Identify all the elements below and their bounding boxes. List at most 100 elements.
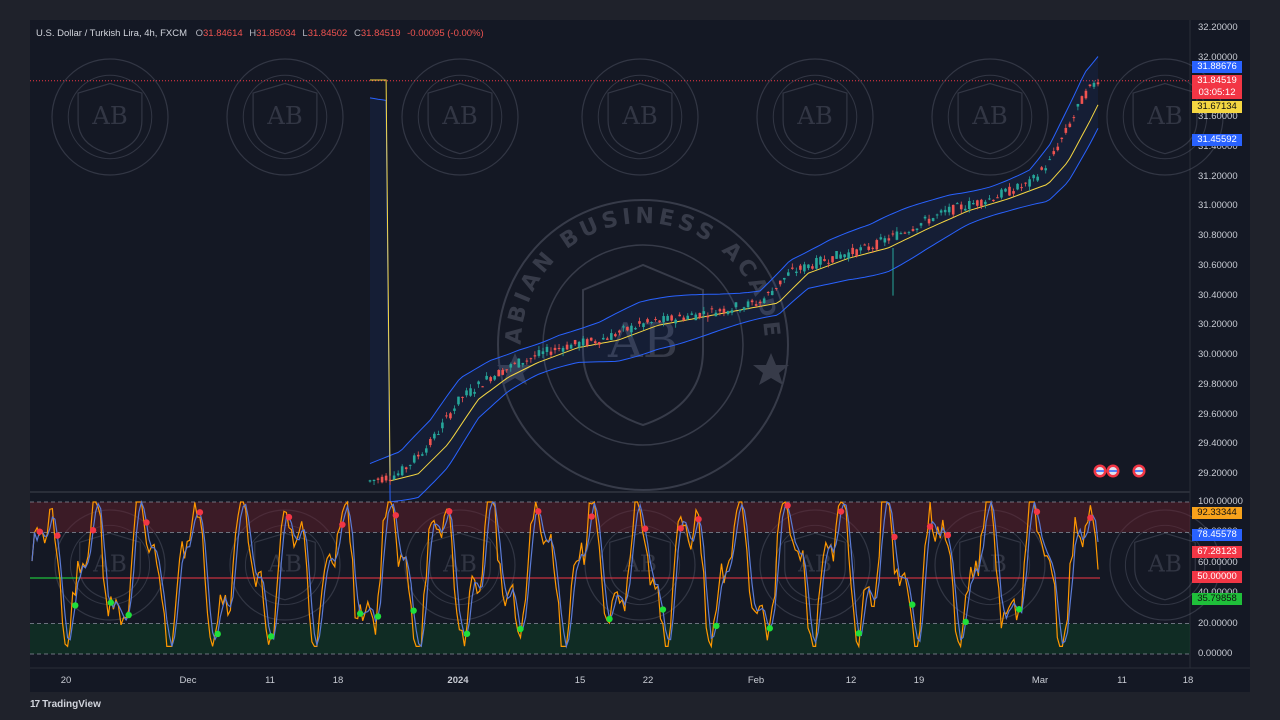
- watermark-inner-ring: [597, 74, 683, 160]
- buy-signal-dot: [356, 610, 364, 617]
- sell-signal-dot: [926, 523, 934, 530]
- candle-body: [859, 247, 862, 251]
- candle-body: [1080, 96, 1084, 104]
- watermark-badge: AB: [401, 58, 519, 176]
- watermark-letters: AB: [621, 101, 658, 130]
- candle-body: [429, 439, 432, 446]
- watermark-letters: AB: [267, 552, 302, 578]
- candle-body: [416, 454, 420, 457]
- sell-signal-dot: [339, 521, 346, 528]
- candle-body: [847, 252, 850, 259]
- sell-signal-dot: [837, 508, 845, 515]
- watermark-inner-ring: [1122, 74, 1208, 160]
- candle-body: [827, 262, 830, 264]
- candle-body: [819, 256, 822, 265]
- stochastic-d-line: [31, 499, 1099, 649]
- star-icon: [753, 353, 789, 385]
- candle-body: [372, 479, 376, 482]
- time-tick-label: 11: [1117, 675, 1127, 686]
- watermark-letters: AB: [91, 101, 128, 130]
- buy-signal-dot: [659, 606, 667, 613]
- watermark-badge: AB: [404, 509, 516, 621]
- candle-body: [541, 351, 545, 354]
- candle-body: [380, 476, 384, 483]
- watermark-ring: [931, 58, 1049, 176]
- candle-body: [384, 475, 388, 481]
- candle-body: [597, 342, 601, 345]
- candle-body: [517, 358, 521, 368]
- candle-body: [622, 326, 625, 328]
- ma-tag: 31.67134: [1192, 101, 1242, 113]
- sell-signal-dot: [285, 513, 293, 521]
- candle-body: [589, 337, 593, 341]
- candle-body: [923, 216, 927, 219]
- candle-body: [823, 259, 826, 262]
- candle-body: [807, 264, 810, 269]
- candle-body: [919, 223, 923, 226]
- buy-signal-dot: [72, 602, 79, 609]
- candle-body: [553, 347, 557, 351]
- shield-icon: [959, 532, 1021, 601]
- watermark-badge: AB: [934, 509, 1046, 621]
- candle-body: [501, 369, 505, 375]
- candle-body: [899, 233, 903, 235]
- candle-body: [1088, 84, 1092, 87]
- candle-body: [376, 478, 380, 480]
- bollinger-band-fill: [370, 56, 1098, 502]
- buy-signal-dot: [909, 601, 916, 608]
- candle-body: [610, 333, 613, 340]
- buy-signal-dot: [410, 607, 417, 614]
- candle-body: [1016, 183, 1019, 190]
- central-inner-ring: [542, 244, 744, 446]
- watermark-badge: AB: [581, 58, 699, 176]
- price-tick-label: 29.80000: [1198, 378, 1238, 390]
- candle-body: [734, 302, 738, 308]
- candle-body: [545, 346, 549, 353]
- time-tick-label: 18: [1182, 675, 1194, 686]
- candle-body: [1012, 191, 1015, 194]
- candle-body: [437, 434, 440, 436]
- open-label: O: [195, 28, 204, 39]
- shield-icon: [957, 82, 1023, 155]
- time-tick-label: 18: [332, 675, 344, 686]
- buy-signal-dot: [125, 611, 132, 619]
- candle-body: [831, 256, 834, 263]
- watermark-ring: [226, 58, 344, 176]
- symbol-legend[interactable]: U.S. Dollar / Turkish Lira, 4h, FXCM O31…: [36, 28, 484, 39]
- candle-body: [445, 415, 448, 417]
- tradingview-brand[interactable]: 17 TradingView: [30, 699, 101, 710]
- level-b-tag: 35.79858: [1192, 593, 1242, 605]
- candle-body: [895, 231, 899, 240]
- sell-signal-dot: [196, 509, 204, 516]
- candle-body: [710, 308, 714, 310]
- shield-icon: [427, 82, 493, 155]
- price-tick-label: 31.00000: [1198, 200, 1238, 212]
- candle-body: [453, 408, 456, 411]
- shield-icon: [429, 532, 491, 601]
- time-tick-label: Dec: [179, 675, 197, 686]
- candle-body: [388, 479, 392, 481]
- candle-body: [485, 375, 488, 380]
- candle-body: [392, 475, 396, 480]
- high-label: H: [249, 28, 257, 39]
- candle-body: [911, 229, 915, 231]
- candle-body: [976, 200, 979, 206]
- candle-body: [658, 320, 661, 323]
- oversold-zone: [30, 623, 1190, 654]
- candle-body: [980, 199, 983, 207]
- sell-signal-dot: [1087, 514, 1094, 521]
- economic-event-flag-icon: [1106, 464, 1120, 478]
- candle-body: [549, 351, 553, 355]
- candle-body: [489, 377, 492, 382]
- candle-body: [420, 454, 424, 456]
- candle-body: [690, 313, 694, 315]
- sell-signal-dot: [1033, 508, 1041, 515]
- candle-body: [791, 267, 794, 269]
- candle-body: [614, 334, 617, 337]
- watermark-ring: [54, 509, 166, 621]
- candle-body: [754, 304, 758, 306]
- osc-tick-label: 40.00000: [1198, 587, 1238, 598]
- candle-body: [400, 466, 404, 476]
- candle-body: [718, 309, 722, 312]
